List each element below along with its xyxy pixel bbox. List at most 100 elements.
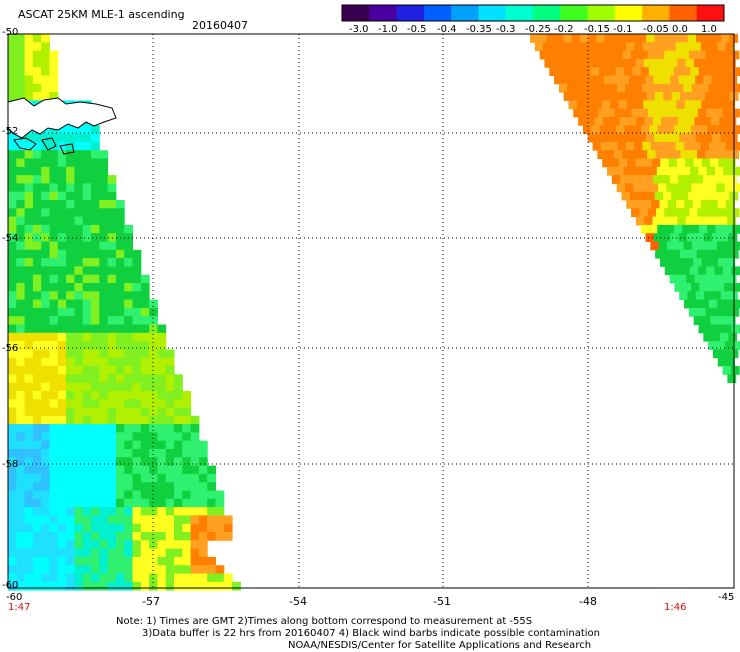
wind-cell: [598, 108, 608, 118]
wind-cell: [190, 532, 200, 541]
wind-cell: [576, 42, 586, 52]
wind-cell: [32, 216, 42, 226]
wind-cell: [8, 548, 17, 558]
wind-cell: [174, 490, 183, 500]
wind-cell: [693, 258, 702, 267]
wind-cell: [107, 274, 117, 284]
wind-cell: [132, 249, 142, 259]
wind-cell: [82, 432, 92, 442]
wind-cell: [712, 34, 722, 43]
wind-cell: [49, 473, 59, 483]
wind-cell: [140, 449, 150, 458]
wind-cell: [82, 307, 92, 317]
wind-cell: [215, 565, 225, 574]
wind-cell: [99, 241, 109, 251]
wind-cell: [82, 565, 92, 574]
wind-cell: [165, 473, 175, 483]
wind-cell: [57, 390, 67, 400]
wind-cell: [654, 34, 664, 43]
wind-cell: [82, 200, 92, 209]
wind-cell: [717, 141, 726, 151]
wind-cell: [49, 75, 59, 85]
wind-cell: [694, 216, 703, 226]
wind-cell: [66, 548, 75, 558]
wind-cell: [701, 316, 711, 325]
wind-cell: [182, 573, 192, 583]
wind-cell: [124, 473, 133, 483]
wind-cell: [66, 465, 75, 475]
wind-cell: [24, 141, 34, 151]
wind-cell: [530, 34, 539, 43]
wind-cell: [41, 390, 50, 400]
wind-cell: [91, 548, 100, 558]
wind-cell: [8, 224, 17, 234]
wind-cell: [140, 341, 150, 350]
wind-cell: [99, 523, 109, 533]
wind-cell: [190, 424, 200, 433]
wind-cell: [66, 374, 75, 384]
wind-cell: [649, 125, 659, 135]
wind-cell: [666, 83, 676, 93]
wind-cell: [107, 366, 117, 375]
wind-cell: [107, 581, 117, 591]
wind-cell: [41, 332, 50, 342]
wind-cell: [683, 83, 693, 93]
wind-cell: [149, 349, 158, 359]
wind-cell: [99, 341, 109, 350]
wind-cell: [140, 548, 150, 558]
wind-cell: [140, 507, 150, 516]
wind-cell: [182, 424, 192, 433]
wind-cell: [74, 424, 84, 433]
wind-cell: [66, 216, 75, 226]
wind-cell: [687, 291, 697, 301]
wind-cell: [727, 274, 737, 284]
wind-cell: [571, 34, 581, 43]
wind-cell: [74, 457, 84, 467]
wind-cell: [721, 249, 731, 259]
wind-cell: [107, 498, 117, 508]
wind-cell: [693, 58, 703, 68]
wind-cell: [165, 573, 175, 583]
wind-cell: [99, 216, 109, 226]
wind-cell: [207, 532, 216, 541]
wind-cell: [124, 374, 133, 384]
wind-cell: [727, 216, 737, 226]
wind-cell: [24, 258, 34, 267]
wind-cell: [678, 233, 688, 242]
wind-cell: [726, 158, 736, 168]
wind-cell: [82, 349, 92, 359]
wind-cell: [223, 523, 233, 533]
wind-cell: [49, 133, 59, 143]
wind-cell: [124, 266, 133, 276]
wind-cell: [82, 515, 92, 525]
wind-cell: [669, 175, 679, 184]
wind-cell: [708, 141, 718, 151]
wind-cell: [627, 58, 637, 68]
wind-cell: [91, 183, 100, 193]
wind-cell: [709, 100, 719, 110]
wind-cell: [616, 183, 626, 193]
wind-cell: [66, 432, 75, 442]
wind-cell: [703, 75, 713, 85]
wind-cell: [149, 457, 158, 467]
wind-cell: [49, 399, 59, 408]
wind-cell: [630, 50, 640, 60]
wind-cell: [107, 341, 117, 350]
wind-cell: [728, 75, 738, 85]
wind-cell: [82, 291, 92, 301]
wind-cell: [49, 382, 59, 392]
wind-cell: [662, 233, 671, 242]
wind-cell: [627, 158, 636, 168]
wind-cell: [115, 357, 125, 367]
wind-cell: [696, 249, 706, 259]
wind-cell: [132, 374, 142, 384]
wind-cell: [692, 42, 702, 52]
wind-cell: [41, 507, 50, 516]
wind-cell: [24, 183, 34, 193]
wind-cell: [198, 490, 208, 500]
wind-cell: [647, 208, 657, 218]
wind-cell: [124, 490, 133, 500]
wind-cell: [57, 515, 67, 525]
wind-cell: [684, 299, 693, 309]
wind-cell: [32, 158, 42, 168]
